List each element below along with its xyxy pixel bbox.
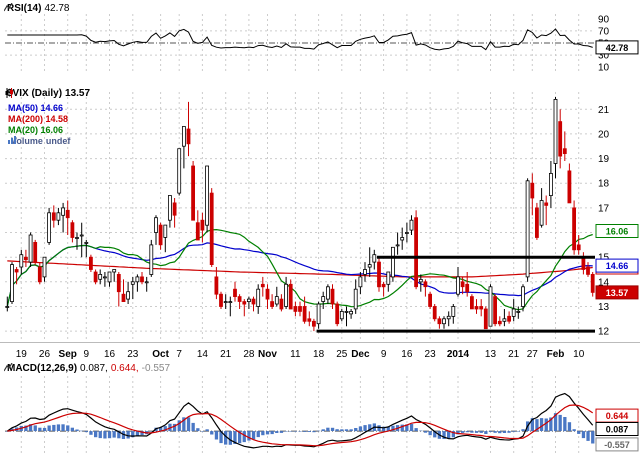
- rsi-value: 42.78: [44, 3, 70, 14]
- svg-text:15: 15: [598, 253, 610, 264]
- macd-line-value: 0.087,: [80, 363, 108, 374]
- svg-text:Dec: Dec: [351, 349, 370, 360]
- svg-text:25: 25: [336, 349, 348, 360]
- axis-value-box: [595, 422, 639, 436]
- svg-text:12: 12: [598, 327, 610, 338]
- price-title: $VIX (Daily) 13.57: [4, 88, 90, 99]
- macd-signal-line: [7, 404, 594, 447]
- svg-text:16: 16: [401, 349, 413, 360]
- axis-value-box: [595, 285, 639, 300]
- axis-value-box: [595, 258, 639, 273]
- svg-text:14.66: 14.66: [606, 261, 629, 271]
- ma50-line: [6, 242, 593, 307]
- legend-ma200: MA(200) 14.58: [8, 114, 69, 124]
- candlesticks: [5, 96, 595, 332]
- macd-signal-value: 0.644,: [110, 363, 139, 374]
- axis-value-box: [595, 437, 639, 452]
- svg-text:0.087: 0.087: [606, 424, 629, 434]
- svg-text:14: 14: [598, 277, 610, 288]
- svg-text:0.644: 0.644: [606, 411, 629, 421]
- svg-text:16.06: 16.06: [606, 227, 629, 237]
- svg-text:2014: 2014: [447, 349, 470, 360]
- svg-text:26: 26: [39, 349, 51, 360]
- svg-text:23: 23: [425, 349, 437, 360]
- axis-value-box: [595, 40, 639, 55]
- svg-text:42.78: 42.78: [606, 43, 629, 53]
- svg-text:13: 13: [598, 302, 610, 313]
- svg-text:28: 28: [243, 349, 255, 360]
- svg-text:Nov: Nov: [258, 349, 277, 360]
- svg-text:16: 16: [104, 349, 116, 360]
- volume-label: Volume: [11, 136, 43, 146]
- svg-text:90: 90: [598, 14, 610, 25]
- symbol-name: $VIX (Daily): [7, 88, 63, 99]
- svg-text:20: 20: [598, 129, 610, 140]
- svg-text:70: 70: [598, 26, 610, 37]
- gridlines: [0, 14, 640, 455]
- legend-ma50: MA(50) 14.66: [8, 103, 64, 113]
- svg-text:27: 27: [527, 349, 539, 360]
- macd-name: MACD(12,26,9): [7, 363, 78, 374]
- svg-text:Oct: Oct: [152, 349, 169, 360]
- svg-text:30: 30: [598, 51, 610, 62]
- macd-histogram: [5, 413, 595, 445]
- rsi-line: [7, 28, 593, 51]
- macd-line: [6, 392, 594, 449]
- legend-volume: Volume undef: [8, 136, 70, 146]
- rsi-label: RSI(14) 42.78: [4, 3, 69, 14]
- svg-text:19: 19: [598, 154, 610, 165]
- last-price: 13.57: [65, 88, 91, 99]
- legend-ma20: MA(20) 16.06: [8, 125, 64, 135]
- svg-text:18: 18: [313, 349, 325, 360]
- svg-text:-0.557: -0.557: [604, 440, 630, 450]
- svg-text:9: 9: [381, 349, 387, 360]
- svg-text:21: 21: [220, 349, 232, 360]
- svg-text:Feb: Feb: [547, 349, 565, 360]
- ma200-line: [7, 260, 593, 278]
- macd-hist-value: -0.557: [141, 363, 171, 374]
- svg-text:17: 17: [598, 203, 610, 214]
- svg-text:13: 13: [485, 349, 497, 360]
- svg-text:Sep: Sep: [59, 349, 77, 360]
- svg-text:19: 19: [16, 349, 28, 360]
- svg-text:21: 21: [598, 105, 610, 116]
- svg-text:14: 14: [197, 349, 209, 360]
- volume-value: undef: [45, 136, 71, 146]
- rsi-name: RSI(14): [7, 3, 42, 14]
- svg-text:21: 21: [508, 349, 520, 360]
- svg-text:11: 11: [290, 349, 301, 360]
- axis-value-box: [595, 224, 639, 238]
- macd-label: MACD(12,26,9) 0.087, 0.644, -0.557: [4, 363, 170, 374]
- svg-text:13.57: 13.57: [606, 288, 629, 298]
- svg-text:10: 10: [598, 63, 610, 74]
- svg-text:23: 23: [127, 349, 139, 360]
- svg-text:10: 10: [573, 349, 585, 360]
- svg-text:18: 18: [598, 179, 610, 190]
- svg-text:9: 9: [84, 349, 90, 360]
- svg-text:7: 7: [176, 349, 182, 360]
